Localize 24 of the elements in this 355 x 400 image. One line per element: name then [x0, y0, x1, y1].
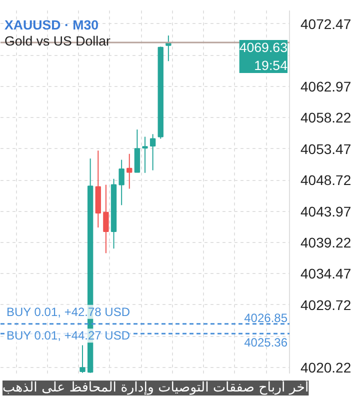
text: XAUUSD · M30 — [4, 18, 99, 32]
annotation: 4026.85 — [244, 310, 288, 325]
y-tick-label: 4034.47 — [300, 266, 352, 282]
text: Gold vs US Dollar — [4, 34, 111, 48]
ref-line-label: BUY 0.01, +44.27 USD — [6, 328, 130, 343]
candlestick — [126, 153, 132, 190]
ref-line-label: 4069.63 19:54 — [239, 40, 288, 74]
y-tick-label: 4039.22 — [300, 234, 352, 251]
y-tick-label: 4062.97 — [300, 78, 352, 94]
candlestick — [103, 184, 109, 254]
y-tick-label: 4029.72 — [300, 296, 352, 313]
annotation: 4025.36 — [244, 336, 288, 350]
candlestick — [134, 129, 140, 173]
y-tick-label: 4048.72 — [300, 172, 352, 188]
candlestick — [80, 344, 86, 374]
candlestick — [150, 134, 156, 171]
y-tick-label: 4058.22 — [300, 110, 352, 126]
y-tick-label: 4072.47 — [300, 16, 352, 32]
candlestick — [118, 159, 124, 206]
y-tick-label: 4020.22 — [300, 359, 352, 376]
ref-line-label: BUY 0.01, +42.78 USD — [6, 304, 130, 319]
candlestick — [142, 136, 148, 174]
y-tick-label: 4053.47 — [300, 140, 352, 157]
y-tick-label: 4043.97 — [300, 203, 352, 220]
